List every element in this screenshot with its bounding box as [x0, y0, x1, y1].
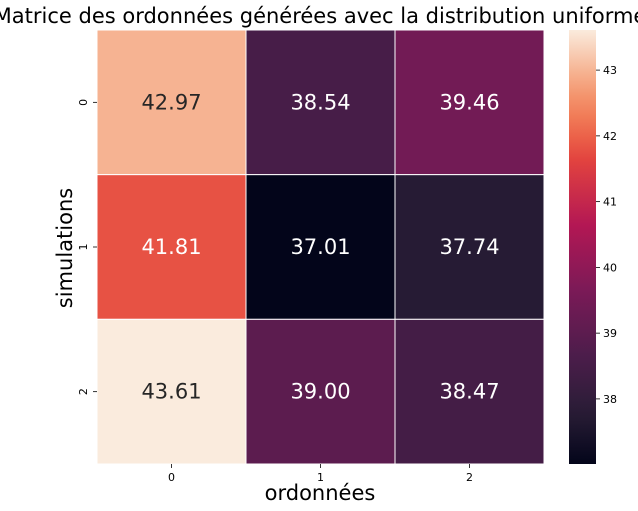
heatmap-cell [96, 318, 247, 465]
cell-value-label: 41.81 [141, 235, 201, 259]
cell-value-label: 43.61 [141, 380, 201, 404]
x-axis-label: ordonnées [265, 481, 376, 505]
cell-value-label: 37.01 [290, 235, 350, 259]
colorbar-ticks: 38 39 40 41 42 43 [596, 64, 617, 406]
heatmap-cell [96, 29, 247, 176]
x-axis-ticks: 0 1 2 [168, 464, 473, 484]
x-tick-label: 1 [317, 471, 324, 484]
cell-value-label: 38.47 [439, 380, 499, 404]
y-tick-label: 1 [77, 244, 90, 251]
chart-title: Matrice des ordonnées générées avec la d… [0, 4, 638, 28]
heatmap-cell [245, 174, 396, 320]
y-axis-ticks: 0 1 2 [77, 99, 97, 395]
heatmap-cell [245, 318, 396, 465]
colorbar-tick-label: 39 [603, 327, 617, 340]
x-tick-label: 0 [168, 471, 175, 484]
y-axis-label: simulations [53, 188, 77, 308]
cell-value-label: 39.46 [439, 90, 499, 114]
cell-value-label: 42.97 [141, 90, 201, 114]
cell-value-label: 38.54 [290, 90, 350, 114]
colorbar-tick-label: 42 [603, 130, 617, 143]
y-tick-label: 0 [77, 99, 90, 106]
heatmap-cell [394, 29, 545, 176]
colorbar-tick-label: 40 [603, 261, 617, 274]
y-tick-label: 2 [77, 388, 90, 395]
colorbar-tick-label: 43 [603, 64, 617, 77]
cell-value-label: 39.00 [290, 380, 350, 404]
cell-value-label: 37.74 [439, 235, 499, 259]
heatmap-cell [96, 174, 247, 320]
heatmap-cell [245, 29, 396, 176]
colorbar-tick-label: 41 [603, 196, 617, 209]
x-tick-label: 2 [466, 471, 473, 484]
colorbar [569, 30, 596, 464]
heatmap-cells: 42.97 38.54 39.46 41.81 37.01 37.74 43.61 39.00… [96, 29, 545, 465]
colorbar-tick-label: 38 [603, 393, 617, 406]
heatmap-cell [394, 174, 545, 320]
